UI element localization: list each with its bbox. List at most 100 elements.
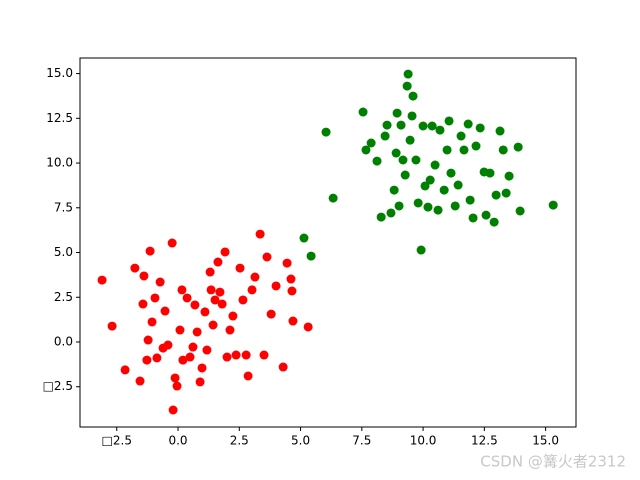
point bbox=[459, 145, 469, 155]
point bbox=[150, 293, 160, 303]
point bbox=[475, 123, 485, 133]
x-tick-label: 15.0 bbox=[532, 434, 559, 448]
point bbox=[288, 316, 298, 326]
point bbox=[498, 145, 508, 155]
point bbox=[398, 155, 408, 165]
point bbox=[282, 258, 292, 268]
point bbox=[408, 91, 418, 101]
point bbox=[495, 126, 505, 136]
point bbox=[225, 325, 235, 335]
point bbox=[241, 350, 251, 360]
point bbox=[420, 181, 430, 191]
point bbox=[217, 299, 227, 309]
point bbox=[471, 141, 481, 151]
x-tick-label: 5.0 bbox=[291, 434, 310, 448]
point bbox=[208, 320, 218, 330]
point bbox=[107, 321, 117, 331]
point bbox=[147, 317, 157, 327]
point bbox=[515, 206, 525, 216]
point bbox=[491, 190, 501, 200]
point bbox=[392, 108, 402, 118]
point bbox=[405, 135, 415, 145]
point bbox=[130, 263, 140, 273]
point bbox=[328, 193, 338, 203]
point bbox=[433, 205, 443, 215]
point bbox=[175, 325, 185, 335]
point bbox=[501, 188, 511, 198]
point bbox=[160, 306, 170, 316]
point bbox=[485, 168, 495, 178]
point bbox=[456, 131, 466, 141]
point bbox=[306, 251, 316, 261]
point bbox=[247, 285, 257, 295]
point bbox=[442, 145, 452, 155]
axes-frame bbox=[79, 57, 577, 428]
point bbox=[394, 201, 404, 211]
point bbox=[185, 352, 195, 362]
point bbox=[271, 281, 281, 291]
point bbox=[143, 335, 153, 345]
point bbox=[287, 286, 297, 296]
point bbox=[243, 371, 253, 381]
point bbox=[389, 185, 399, 195]
point bbox=[450, 201, 460, 211]
x-tick-label: □2.5 bbox=[102, 434, 132, 448]
point bbox=[190, 300, 200, 310]
point bbox=[413, 198, 423, 208]
point bbox=[446, 168, 456, 178]
y-tick-label: 0.0 bbox=[54, 334, 73, 348]
point bbox=[138, 299, 148, 309]
point bbox=[391, 148, 401, 158]
point bbox=[235, 263, 245, 273]
point bbox=[376, 212, 386, 222]
x-tick-label: 10.0 bbox=[410, 434, 437, 448]
point bbox=[205, 267, 215, 277]
point bbox=[172, 381, 182, 391]
point bbox=[188, 342, 198, 352]
point bbox=[504, 171, 514, 181]
point bbox=[416, 245, 426, 255]
point bbox=[286, 274, 296, 284]
point bbox=[215, 287, 225, 297]
y-tick-label: 5.0 bbox=[54, 245, 73, 259]
point bbox=[321, 127, 331, 137]
y-tick-label: □2.5 bbox=[43, 379, 73, 393]
point bbox=[481, 210, 491, 220]
point bbox=[278, 362, 288, 372]
point bbox=[386, 208, 396, 218]
y-tick-label: 7.5 bbox=[54, 200, 73, 214]
point bbox=[513, 142, 523, 152]
point bbox=[220, 247, 230, 257]
point bbox=[135, 376, 145, 386]
y-tick-label: 10.0 bbox=[46, 156, 73, 170]
point bbox=[439, 185, 449, 195]
point bbox=[380, 131, 390, 141]
point bbox=[411, 155, 421, 165]
point bbox=[222, 352, 232, 362]
point bbox=[163, 340, 173, 350]
y-tick-label: 15.0 bbox=[46, 66, 73, 80]
point bbox=[228, 311, 238, 321]
point bbox=[192, 327, 202, 337]
point bbox=[238, 295, 248, 305]
point bbox=[266, 309, 276, 319]
point bbox=[202, 345, 212, 355]
point bbox=[468, 213, 478, 223]
point bbox=[465, 195, 475, 205]
point bbox=[139, 271, 149, 281]
point bbox=[250, 272, 260, 282]
point bbox=[407, 111, 417, 121]
point bbox=[262, 252, 272, 262]
point bbox=[453, 180, 463, 190]
point bbox=[195, 377, 205, 387]
point bbox=[177, 285, 187, 295]
point bbox=[178, 355, 188, 365]
point bbox=[299, 233, 309, 243]
point bbox=[358, 107, 368, 117]
point bbox=[97, 275, 107, 285]
point bbox=[418, 121, 428, 131]
point bbox=[168, 405, 178, 415]
point bbox=[425, 175, 435, 185]
y-tick-label: 2.5 bbox=[54, 290, 73, 304]
